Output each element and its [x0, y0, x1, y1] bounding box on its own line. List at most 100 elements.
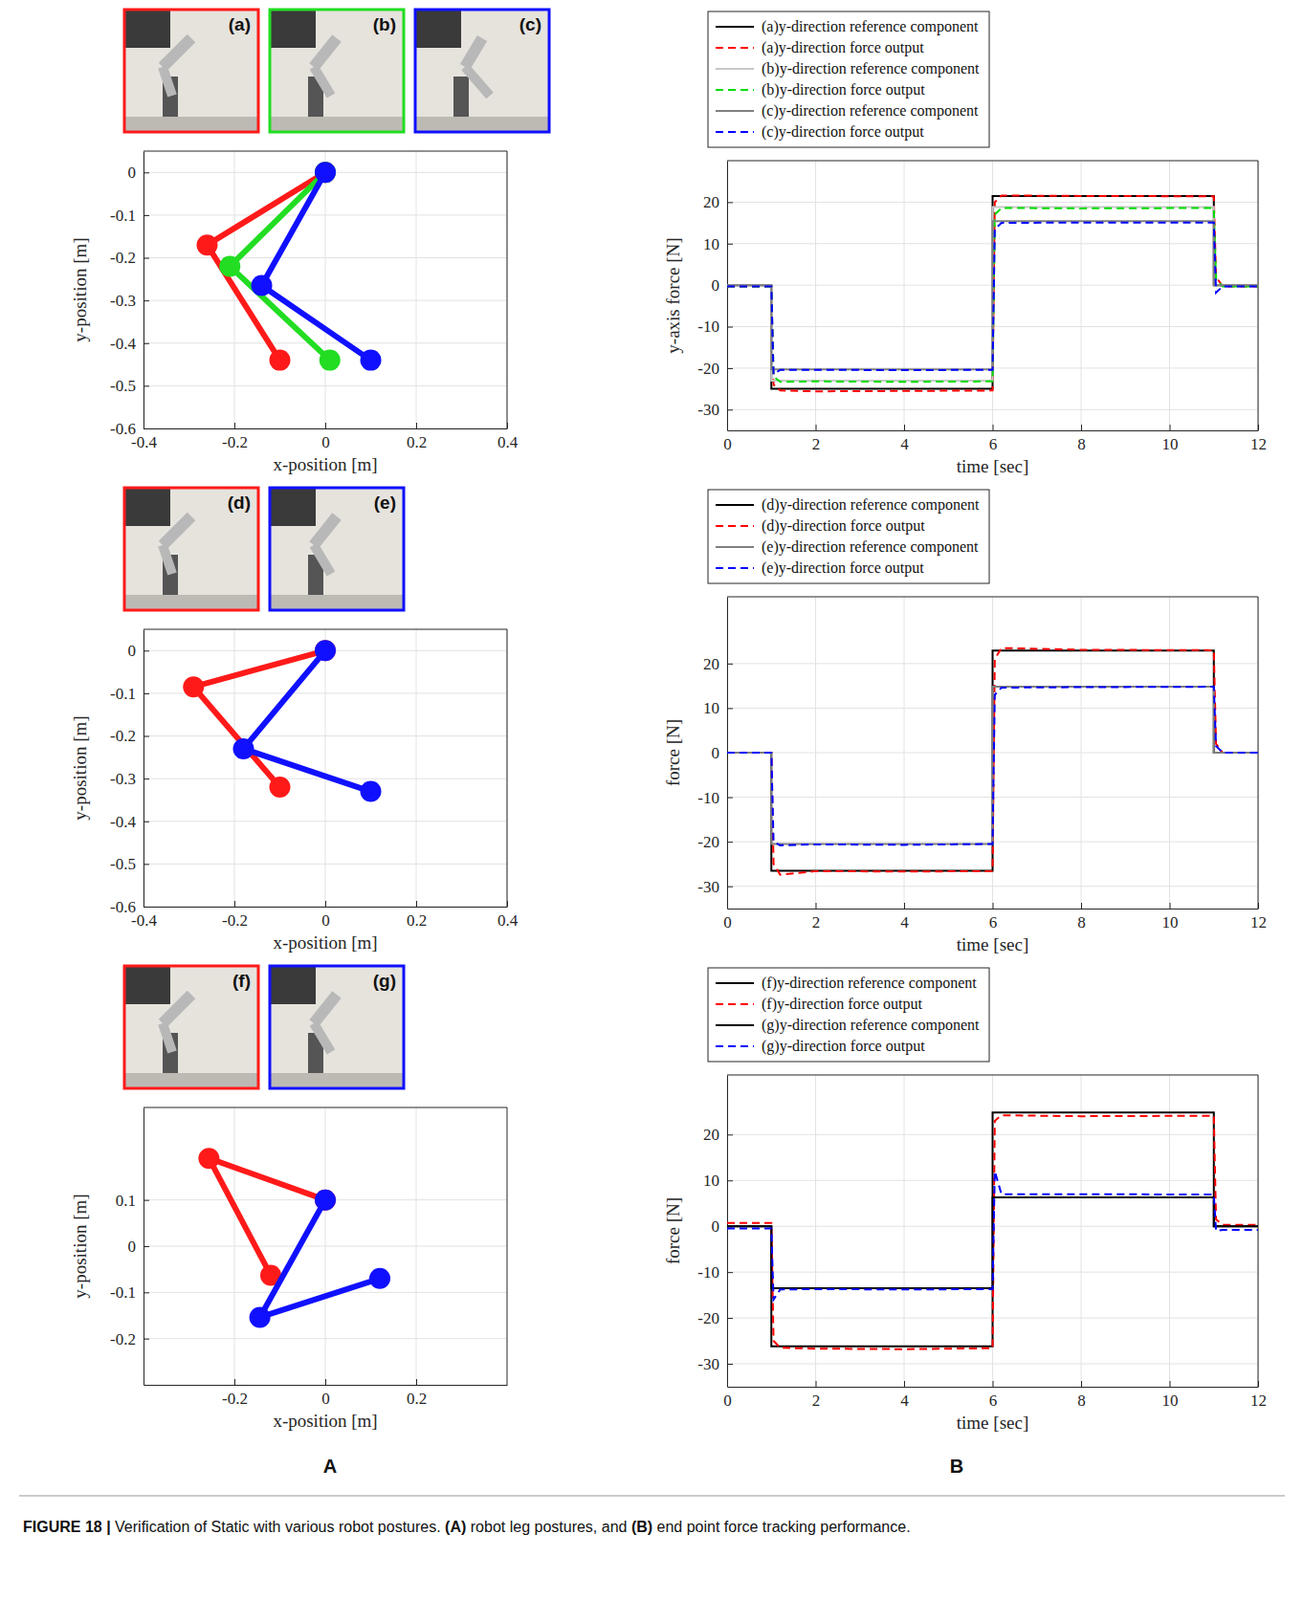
- photo-background: [269, 9, 404, 133]
- joint-marker: [314, 1190, 336, 1212]
- frame: [507, 1107, 509, 1386]
- y-tick: -30: [697, 400, 733, 420]
- grid-line: [727, 885, 1259, 887]
- x-tick: 4: [900, 1381, 909, 1411]
- x-tick-label: 12: [1250, 1392, 1267, 1411]
- legend-swatch: [715, 110, 754, 112]
- grid: [143, 1107, 508, 1386]
- y-tick-label: 0.1: [115, 1192, 136, 1211]
- x-tick-mark: [1170, 1381, 1172, 1388]
- y-tick-label: 0: [128, 163, 137, 182]
- output-line: [727, 207, 1259, 382]
- y-tick-mark: [143, 821, 150, 823]
- y-axis: -0.6-0.5-0.4-0.3-0.2-0.10: [110, 152, 150, 439]
- y-tick-mark: [727, 841, 733, 843]
- photo-border: [415, 9, 550, 133]
- legend: (f)y-direction reference component(f)y-d…: [707, 968, 990, 1062]
- x-axis: 024681012: [723, 1381, 1267, 1411]
- y-tick: -0.6: [110, 898, 150, 917]
- photo-detail: [124, 9, 171, 48]
- photo-background: [124, 966, 259, 1089]
- legend-swatch: [715, 131, 754, 133]
- x-tick-label: 10: [1162, 435, 1179, 454]
- photo-detail: [124, 116, 259, 133]
- x-axis-title: time [sec]: [956, 456, 1029, 477]
- y-tick-label: 10: [703, 699, 720, 718]
- grid: [727, 1075, 1259, 1388]
- x-tick-mark: [416, 422, 418, 429]
- x-tick: 0: [321, 422, 331, 452]
- output-line: [727, 1171, 1259, 1301]
- y-tick: -0.1: [110, 685, 150, 704]
- y-tick-mark: [143, 300, 150, 302]
- x-tick: -0.2: [221, 422, 248, 452]
- x-tick: 0.4: [497, 901, 519, 930]
- figure: (a)(b)(c)-0.4-0.200.20.4-0.6-0.5-0.4-0.3…: [0, 0, 1304, 1600]
- legend-label: (g)y-direction reference component: [761, 1016, 980, 1035]
- y-tick-mark: [143, 650, 150, 652]
- y-tick-mark: [727, 886, 733, 888]
- y-axis-line: [727, 1076, 729, 1389]
- y-tick: 0: [128, 1237, 151, 1257]
- grid-line: [143, 257, 508, 259]
- y-tick-label: -20: [697, 1309, 720, 1328]
- legend-swatch: [715, 1024, 754, 1027]
- y-tick-label: -10: [697, 789, 720, 808]
- y-tick-mark: [727, 707, 733, 709]
- x-tick-mark: [1081, 424, 1083, 431]
- x-tick-label: 2: [812, 913, 821, 932]
- x-tick-label: 0.2: [406, 433, 427, 452]
- y-tick: 10: [703, 235, 733, 254]
- y-tick-label: -0.2: [110, 1330, 136, 1349]
- x-tick-mark: [234, 1379, 236, 1386]
- y-tick-label: 0: [711, 1217, 721, 1237]
- reference-line: [727, 1112, 1259, 1348]
- y-tick-label: -30: [697, 878, 720, 897]
- grid-line: [325, 629, 327, 907]
- frame: [727, 160, 1259, 162]
- joint-marker: [314, 161, 336, 183]
- grid-line: [143, 300, 508, 302]
- y-tick-label: -0.6: [110, 419, 136, 439]
- grid-line: [1169, 1075, 1171, 1388]
- output-line: [727, 648, 1259, 876]
- y-tick: -20: [697, 833, 733, 852]
- photo-detail: [313, 516, 337, 546]
- grid-line: [1081, 1075, 1083, 1388]
- x-tick-label: 8: [1077, 913, 1086, 932]
- legend: (a)y-direction reference component(a)y-d…: [707, 11, 990, 148]
- y-tick-mark: [143, 428, 150, 430]
- y-tick: 20: [703, 1126, 733, 1145]
- x-tick: 0.2: [406, 1379, 427, 1409]
- y-tick-mark: [143, 863, 150, 865]
- y-tick-mark: [143, 258, 150, 260]
- photo-label: (b): [373, 14, 397, 35]
- grid-line: [143, 1246, 508, 1248]
- y-tick: -0.5: [110, 855, 150, 874]
- x-tick-label: 8: [1077, 1392, 1086, 1411]
- x-tick-label: 4: [900, 913, 909, 932]
- x-tick-mark: [1258, 424, 1260, 431]
- x-tick-mark: [993, 424, 995, 431]
- legend: (d)y-direction reference component(d)y-d…: [707, 489, 990, 584]
- y-tick-mark: [727, 201, 733, 203]
- caption-part: robot leg postures, and: [465, 1519, 632, 1536]
- photo-detail: [313, 1023, 332, 1053]
- y-tick: -0.4: [110, 813, 150, 832]
- grid-line: [143, 1338, 508, 1340]
- y-tick-label: -0.1: [110, 206, 136, 225]
- grid-line: [143, 385, 508, 387]
- caption-part: FIGURE 18 |: [22, 1519, 111, 1536]
- joint-marker: [314, 161, 336, 183]
- frame: [143, 151, 508, 153]
- x-tick-mark: [507, 422, 509, 429]
- x-tick-mark: [993, 1381, 995, 1388]
- grid-line: [1081, 160, 1083, 431]
- legend-label: (d)y-direction force output: [761, 517, 926, 535]
- x-tick-mark: [904, 424, 906, 431]
- photo-label: (f): [232, 971, 251, 992]
- y-tick: -10: [697, 1263, 733, 1282]
- marks: [197, 161, 382, 371]
- photo-detail: [313, 994, 337, 1024]
- y-tick-mark: [143, 693, 150, 695]
